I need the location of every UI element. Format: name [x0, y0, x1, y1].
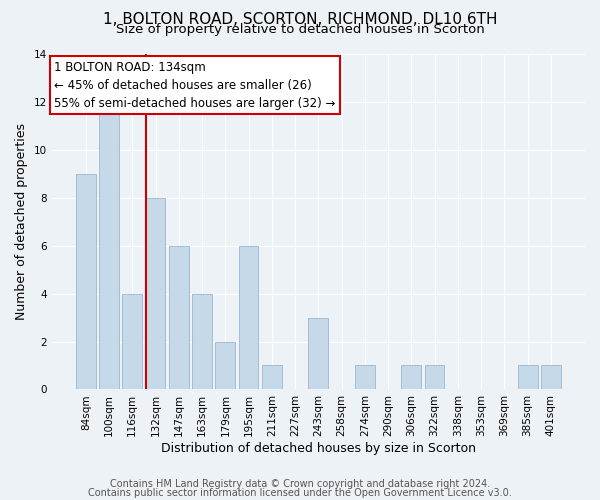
- Text: Contains public sector information licensed under the Open Government Licence v3: Contains public sector information licen…: [88, 488, 512, 498]
- Bar: [76, 174, 95, 390]
- Bar: [425, 366, 445, 390]
- Bar: [169, 246, 188, 390]
- Bar: [355, 366, 375, 390]
- Bar: [99, 102, 119, 390]
- Bar: [308, 318, 328, 390]
- Bar: [122, 294, 142, 390]
- Bar: [146, 198, 166, 390]
- Bar: [401, 366, 421, 390]
- Text: 1 BOLTON ROAD: 134sqm
← 45% of detached houses are smaller (26)
55% of semi-deta: 1 BOLTON ROAD: 134sqm ← 45% of detached …: [55, 60, 336, 110]
- Text: 1, BOLTON ROAD, SCORTON, RICHMOND, DL10 6TH: 1, BOLTON ROAD, SCORTON, RICHMOND, DL10 …: [103, 12, 497, 28]
- Bar: [239, 246, 259, 390]
- Text: Size of property relative to detached houses in Scorton: Size of property relative to detached ho…: [116, 22, 484, 36]
- Bar: [541, 366, 561, 390]
- Bar: [262, 366, 282, 390]
- Y-axis label: Number of detached properties: Number of detached properties: [15, 123, 28, 320]
- Bar: [215, 342, 235, 390]
- Text: Contains HM Land Registry data © Crown copyright and database right 2024.: Contains HM Land Registry data © Crown c…: [110, 479, 490, 489]
- Bar: [518, 366, 538, 390]
- X-axis label: Distribution of detached houses by size in Scorton: Distribution of detached houses by size …: [161, 442, 476, 455]
- Bar: [192, 294, 212, 390]
